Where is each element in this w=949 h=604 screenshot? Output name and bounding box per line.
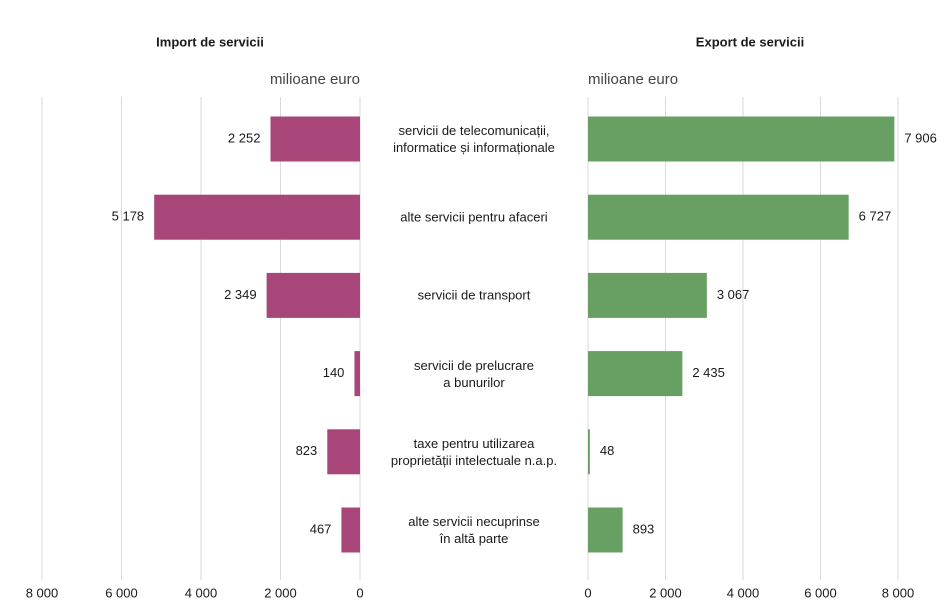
bar [588,507,623,553]
bar [154,194,360,240]
axis-label: milioane euro [588,71,678,88]
bar [270,116,360,162]
bar [341,507,360,553]
value-label: 467 [310,521,332,536]
x-tick-label: 4 000 [185,585,218,600]
axis-label: milioane euro [270,71,360,88]
panel-title: Export de servicii [696,34,804,49]
value-label: 140 [323,365,345,380]
bar [588,351,683,397]
value-label: 2 435 [692,365,725,380]
category-label: taxe pentru utilizarea proprietății inte… [390,435,558,468]
bar [588,194,849,240]
x-tick-label: 6 000 [105,585,138,600]
value-label: 5 178 [112,209,145,224]
value-label: 3 067 [717,287,750,302]
x-tick-label: 6 000 [804,585,837,600]
x-tick-label: 2 000 [649,585,682,600]
bar [327,429,360,475]
category-label: servicii de transport [417,287,531,303]
x-tick-label: 0 [356,585,363,600]
value-label: 6 727 [859,209,892,224]
x-tick-label: 4 000 [727,585,760,600]
category-label: servicii de prelucrare a bunurilor [414,357,534,390]
bar [588,429,590,475]
panel-title: Import de servicii [156,34,264,49]
category-label: alte servicii pentru afaceri [400,209,548,225]
x-tick-label: 8 000 [26,585,59,600]
bar [266,272,360,318]
bar [354,351,360,397]
value-label: 7 906 [904,130,937,145]
bar [588,116,895,162]
value-label: 48 [600,443,614,458]
value-label: 823 [296,443,318,458]
value-label: 893 [633,521,655,536]
bar [588,272,707,318]
value-label: 2 252 [228,130,261,145]
x-tick-label: 2 000 [264,585,297,600]
category-label: alte servicii necuprinse în altă parte [408,514,540,546]
category-label: servicii de telecomunicații, informatice… [393,123,555,155]
x-tick-label: 8 000 [882,585,915,600]
value-label: 2 349 [224,287,257,302]
x-tick-label: 0 [584,585,591,600]
